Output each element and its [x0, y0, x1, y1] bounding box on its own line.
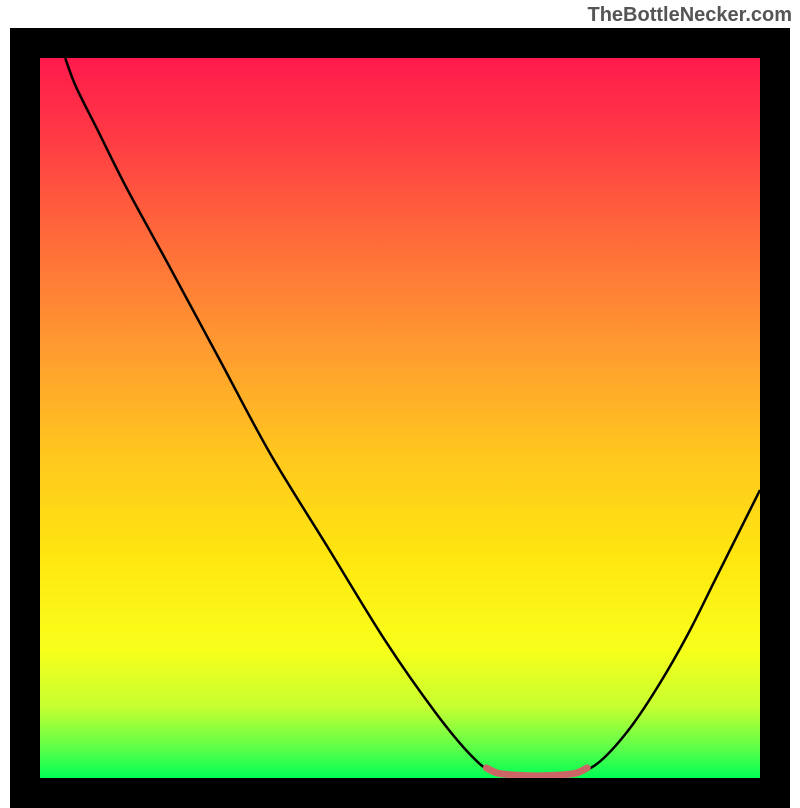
chart-plot: [0, 0, 800, 800]
watermark-text: TheBottleNecker.com: [587, 4, 792, 27]
chart-background: [40, 58, 760, 778]
